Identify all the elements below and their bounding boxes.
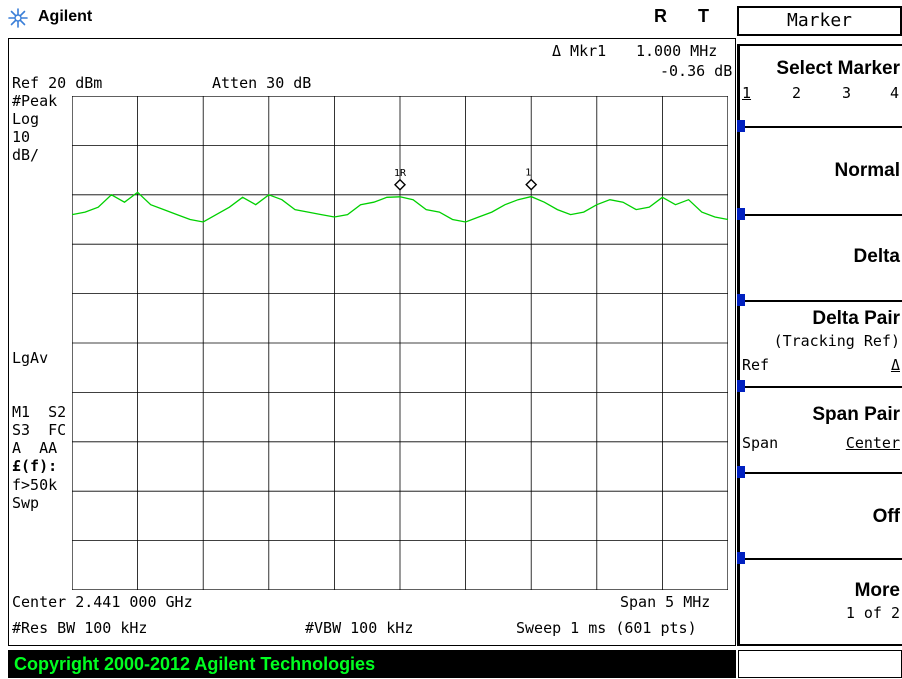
softkey-corner <box>737 380 745 386</box>
brand-name: Agilent <box>38 8 93 25</box>
delta-pair-sublabel: (Tracking Ref) <box>773 332 900 350</box>
grid-lines <box>72 96 728 590</box>
more-page-indicator: 1 of 2 <box>845 604 900 622</box>
delta-pair-delta-option[interactable]: Δ <box>890 356 900 374</box>
marker-option-4[interactable]: 4 <box>890 84 900 102</box>
delta-pair-label: Delta Pair <box>812 308 900 329</box>
marker-option-2[interactable]: 2 <box>792 84 802 102</box>
copyright-bar: Copyright 2000-2012 Agilent Technologies <box>8 650 736 678</box>
marker-option-3[interactable]: 3 <box>842 84 852 102</box>
softkey-corner <box>737 300 745 306</box>
off-label: Off <box>872 506 900 527</box>
more-softkey[interactable]: More 1 of 2 <box>737 558 902 646</box>
reference-level: Ref 20 dBm <box>12 74 103 92</box>
agilent-spark-icon <box>8 8 28 28</box>
span: Span 5 MHz <box>620 593 711 611</box>
status-s3fc: S3 FC <box>12 421 67 439</box>
attenuation: Atten 30 dB <box>212 74 312 92</box>
softkey-corner <box>737 294 745 300</box>
delta-marker-diamond <box>525 178 538 191</box>
marker-frequency: 1.000 MHz <box>636 42 718 60</box>
marker-level: -0.36 dB <box>660 62 733 80</box>
softkey-corner <box>737 126 745 132</box>
status-swp: Swp <box>12 494 40 512</box>
video-bandwidth: #VBW 100 kHz <box>305 619 414 637</box>
resolution-bandwidth: #Res BW 100 kHz <box>12 619 148 637</box>
marker-option-1[interactable]: 1 <box>742 84 752 102</box>
status-m1s2: M1 S2 <box>12 403 67 421</box>
softkey-corner <box>737 558 745 564</box>
scale-value: 10 <box>12 128 31 146</box>
delta-pair-ref-option[interactable]: Ref <box>742 356 770 374</box>
analyzer-screen <box>8 38 736 646</box>
scale-type: Log <box>12 110 40 128</box>
reference-marker-diamond <box>394 178 406 191</box>
reference-marker-label: 1R <box>394 168 407 179</box>
detector-mode: #Peak <box>12 92 58 110</box>
marker-label: Δ Mkr1 <box>552 42 607 60</box>
sweep-time: Sweep 1 ms (601 pts) <box>516 619 697 637</box>
footer-right-panel <box>738 650 902 678</box>
normal-softkey[interactable]: Normal <box>737 126 902 214</box>
off-softkey[interactable]: Off <box>737 472 902 558</box>
select-marker-softkey[interactable]: Select Marker 1 2 3 4 <box>737 44 902 126</box>
top-bar: Agilent R T <box>0 0 735 38</box>
scale-unit: dB/ <box>12 146 40 164</box>
span-pair-span-option[interactable]: Span <box>742 434 779 452</box>
menu-title: Marker <box>737 6 902 36</box>
softkey-corner <box>737 120 745 126</box>
reference-marker: 1R <box>394 168 407 191</box>
softkey-corner <box>737 466 745 472</box>
delta-marker-label: 1 <box>525 168 531 179</box>
status-ef: £(f): <box>12 457 58 475</box>
select-marker-label: Select Marker <box>776 58 900 79</box>
delta-label: Delta <box>853 246 900 267</box>
delta-pair-softkey[interactable]: Delta Pair (Tracking Ref) Ref Δ <box>737 300 902 386</box>
softkey-corner <box>737 552 745 558</box>
delta-marker: 1 <box>525 168 538 191</box>
delta-softkey[interactable]: Delta <box>737 214 902 300</box>
span-pair-label: Span Pair <box>812 404 900 425</box>
softkey-corner <box>737 386 745 392</box>
softkey-corner <box>737 214 745 220</box>
status-aaa: A AA <box>12 439 58 457</box>
normal-label: Normal <box>834 160 900 181</box>
trigger-indicator: T <box>698 6 709 26</box>
center-frequency: Center 2.441 000 GHz <box>12 593 193 611</box>
graticule: 1R 1 <box>72 96 728 590</box>
remote-indicator: R <box>654 6 667 26</box>
average-type: LgAv <box>12 349 49 367</box>
softkey-corner <box>737 472 745 478</box>
trace-line <box>72 191 728 223</box>
more-label: More <box>854 580 900 601</box>
span-pair-softkey[interactable]: Span Pair Span Center <box>737 386 902 472</box>
softkey-corner <box>737 208 745 214</box>
status-f50k: f>50k <box>12 476 58 494</box>
span-pair-center-option[interactable]: Center <box>845 434 900 452</box>
